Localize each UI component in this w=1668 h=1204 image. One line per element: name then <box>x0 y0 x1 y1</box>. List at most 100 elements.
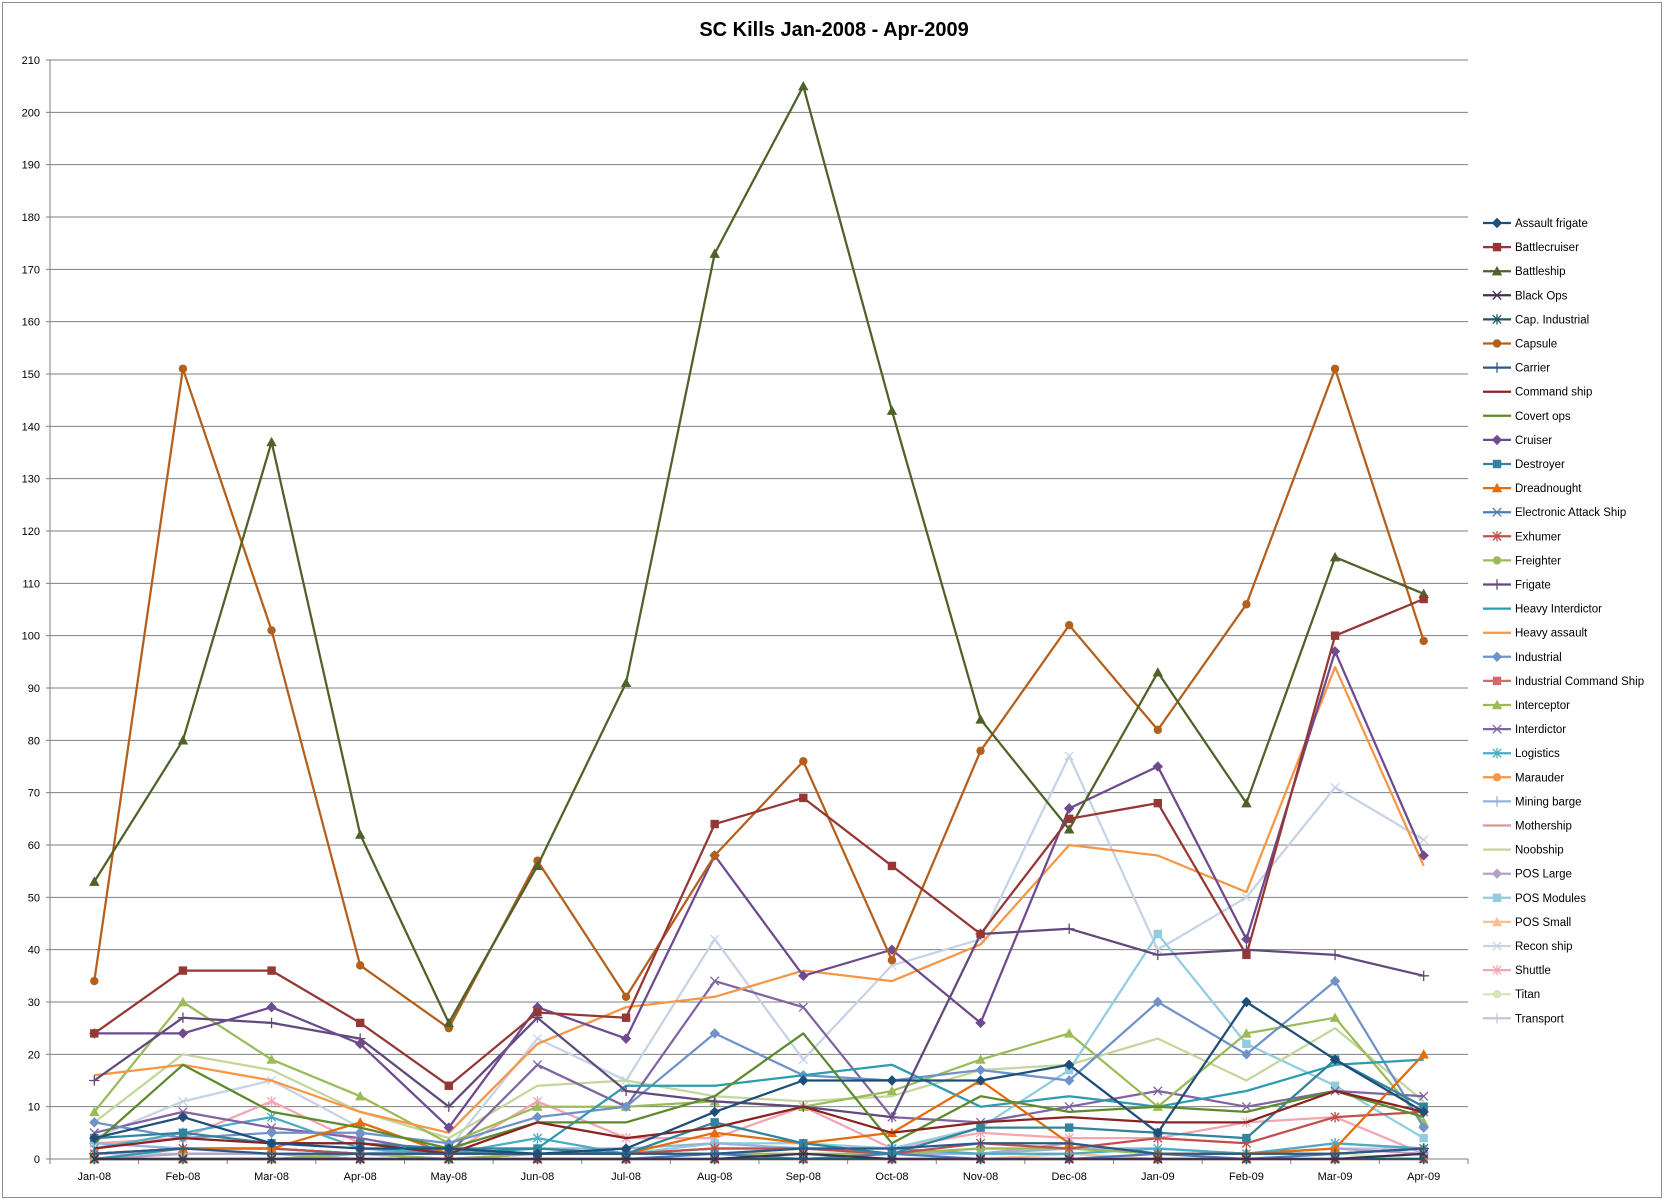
data-point-capsule <box>267 626 276 635</box>
data-point-interceptor <box>177 996 189 1007</box>
legend-item-freighter: Freighter <box>1483 555 1561 567</box>
legend-item-dreadnought: Dreadnought <box>1483 482 1582 495</box>
legend-marker <box>1491 916 1503 927</box>
data-point-frigate <box>620 1085 632 1097</box>
data-point-pos-modules <box>1419 1133 1428 1143</box>
legend-label: Dreadnought <box>1515 483 1582 495</box>
legend-marker <box>1492 459 1502 469</box>
data-point-frigate <box>266 1017 277 1029</box>
data-point-capsule <box>1330 364 1340 373</box>
legend-item-capsule: Capsule <box>1483 339 1557 351</box>
legend-label: Battlecruiser <box>1515 242 1579 254</box>
x-tick-label: Dec-08 <box>1051 1171 1086 1183</box>
data-point-assault-frigate <box>620 1143 632 1154</box>
series-line-interdictor <box>94 979 1424 1155</box>
data-point-assault-frigate <box>1329 1054 1341 1065</box>
data-point-recon-ship <box>1241 892 1252 902</box>
legend-marker <box>1491 482 1503 493</box>
legend-item-battleship: Battleship <box>1483 266 1566 278</box>
data-point-battleship <box>266 436 277 447</box>
legend-item-recon-ship: Recon ship <box>1483 941 1573 953</box>
data-point-black-ops <box>89 1154 99 1164</box>
data-point-pos-modules <box>1064 1065 1074 1075</box>
series-line-noobship <box>93 1027 1425 1140</box>
y-tick-label: 180 <box>22 212 40 224</box>
data-point-cruiser <box>1152 761 1164 772</box>
data-point-destroyer <box>887 1149 897 1158</box>
legend-item-pos-small: POS Small <box>1483 916 1571 929</box>
legend-label: Marauder <box>1515 772 1564 784</box>
data-point-recon-ship <box>178 1096 188 1107</box>
series-line-shuttle <box>94 1100 1425 1155</box>
legend-marker <box>1491 217 1503 229</box>
legend-label: Destroyer <box>1515 459 1565 471</box>
legend-marker <box>1491 434 1503 446</box>
y-tick-label: 60 <box>28 840 40 852</box>
series-line-heavy-assault <box>94 665 1425 1134</box>
data-point-black-ops <box>532 1154 543 1164</box>
data-point-cruiser <box>443 1122 455 1133</box>
legend-label: Interceptor <box>1515 700 1570 712</box>
data-point-battleship <box>886 405 898 415</box>
data-point-industrial <box>89 1117 100 1128</box>
series-line-frigate <box>93 927 1424 1119</box>
legend-marker <box>1491 796 1503 807</box>
data-point-capsule <box>887 955 897 965</box>
data-point-interdictor <box>266 1122 277 1133</box>
data-point-dreadnought <box>709 1127 720 1138</box>
data-point-industrial <box>1152 996 1164 1008</box>
x-tick-label: Nov-08 <box>963 1171 998 1183</box>
legend-item-titan: Titan <box>1483 989 1540 1001</box>
data-point-carrier <box>975 1138 986 1149</box>
x-tick-label: Aug-08 <box>697 1171 732 1183</box>
data-point-pos-large <box>177 1148 189 1159</box>
legend-item-industrial-command-ship: Industrial Command Ship <box>1483 676 1644 688</box>
y-tick-label: 100 <box>22 631 40 643</box>
data-point-interceptor <box>354 1091 366 1101</box>
y-tick-label: 20 <box>28 1049 40 1061</box>
data-point-logistics <box>266 1111 277 1123</box>
legend-marker <box>1492 941 1502 951</box>
series-line-battlecruiser <box>93 597 1425 1087</box>
y-tick-label: 40 <box>28 945 40 957</box>
legend-marker <box>1492 556 1502 565</box>
data-point-battlecruiser <box>976 929 985 939</box>
data-point-frigate <box>177 1012 189 1023</box>
data-point-carrier <box>886 1143 898 1154</box>
data-point-recon-ship <box>532 1033 543 1044</box>
legend-item-heavy-assault: Heavy assault <box>1483 628 1588 640</box>
data-point-destroyer <box>799 1139 808 1148</box>
data-point-battleship <box>975 714 986 724</box>
legend-item-transport: Transport <box>1483 1013 1565 1025</box>
data-point-destroyer <box>1064 1123 1074 1132</box>
legend-label: Logistics <box>1515 748 1560 760</box>
data-point-recon-ship <box>1419 835 1429 845</box>
data-point-carrier <box>1063 1138 1075 1149</box>
data-point-industrial <box>266 1127 277 1139</box>
legend-marker <box>1492 531 1502 542</box>
data-point-interdictor <box>798 1002 808 1012</box>
legend-item-heavy-interdictor: Heavy Interdictor <box>1483 604 1602 616</box>
legend-item-cap-industrial: Cap. Industrial <box>1483 314 1589 326</box>
data-point-assault-frigate <box>354 1143 366 1154</box>
legend-marker <box>1491 699 1503 710</box>
legend-marker <box>1492 990 1502 999</box>
y-tick-label: 190 <box>22 160 40 172</box>
data-point-cruiser <box>354 1038 366 1050</box>
data-point-cruiser <box>1241 934 1252 945</box>
legend-marker <box>1492 242 1502 252</box>
legend-marker <box>1492 339 1502 348</box>
data-point-battlecruiser <box>178 966 188 975</box>
data-point-freighter <box>976 1144 985 1153</box>
data-point-logistics <box>532 1132 543 1144</box>
legend-item-pos-large: POS Large <box>1483 868 1572 881</box>
data-point-black-ops <box>444 1154 454 1164</box>
data-point-battleship <box>1152 667 1164 677</box>
data-point-battlecruiser <box>90 1029 99 1038</box>
data-point-industrial <box>709 1028 720 1039</box>
data-point-dreadnought <box>1418 1049 1429 1059</box>
series-line-covert-ops <box>93 1032 1425 1150</box>
y-tick-label: 130 <box>22 474 40 486</box>
data-point-capsule <box>1242 600 1251 609</box>
x-tick-label: Sep-08 <box>786 1171 821 1183</box>
